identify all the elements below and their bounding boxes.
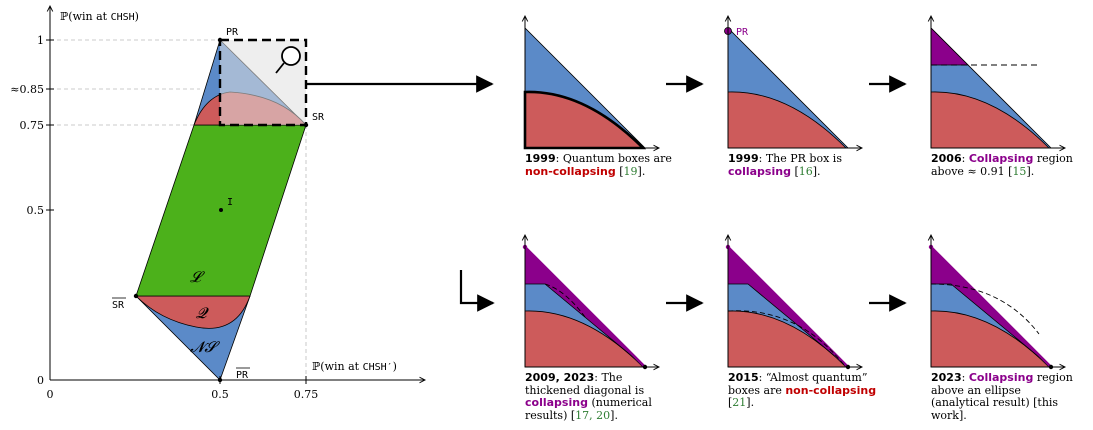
quantum-region [524,310,644,368]
quantum-region [727,310,847,368]
nonsignaling-region-label: 𝓝𝓢 [190,338,220,356]
almost-quantum-boundary [727,310,845,366]
numerical-boundary [544,283,586,318]
quantum-region [930,310,1050,368]
zoom-box [218,38,308,127]
axis-ticks [46,39,307,384]
panel-caption-3: 2006: Collapsing region above ≈ 0.91 [15… [931,152,1073,178]
guide-lines [50,39,307,380]
box-points [133,37,309,383]
panel-caption-5: 2015: “Almost quantum” boxes are non-col… [728,371,877,409]
collapsing-region [930,27,969,66]
magnifier-icon [275,46,301,74]
y-tick-label: 0 [37,374,44,387]
quantum-boundary-highlight [523,90,647,150]
panel-caption-6: 2023: Collapsing region above an ellipse… [931,371,1073,422]
thickened-diagonal [930,246,1052,368]
y-axis-label: ℙ(win at CHSH) [60,10,139,23]
pr-point-label: PR [736,27,749,38]
thickened-diagonal [524,246,646,368]
x-tick-label: 0 [47,388,54,401]
thickened-diagonal [727,246,849,368]
quantum-region [930,91,1050,149]
panels: PR [523,16,1065,369]
x-tick-label: 0.5 [211,388,229,401]
panel-caption-1: 1999: Quantum boxes are non-collapsing [… [525,152,672,178]
panel-1 [525,16,659,148]
panel-6 [929,235,1065,369]
panel-5 [726,235,862,369]
panel-3 [931,16,1065,148]
quantum-region-lower [135,295,251,329]
y-tick-label: 0.5 [27,204,45,217]
y-tick-label: 0.75 [20,119,45,132]
y-tick-label: ≈0.85 [10,83,44,96]
quantum-region-label: 𝓠 [196,304,209,322]
transition-arrows [459,75,907,312]
panel-caption-4: 2009, 2023: The thickened diagonal is co… [525,371,652,422]
panel-4 [523,235,659,369]
x-axis-label: ℙ(win at CHSH′) [312,360,397,373]
y-tick-label: 1 [37,34,44,47]
sr-bar-label: SR [112,300,125,311]
pr-label: PR [226,27,239,38]
i-label: I [227,197,233,208]
panel-2: PR [724,16,863,149]
quantum-region [727,91,847,149]
x-tick-label: 0.75 [294,388,319,401]
panel-caption-2: 1999: The PR box is collapsing [16]. [728,152,842,178]
sr-label: SR [312,112,325,123]
pr-bar-label: PR [236,370,249,381]
main-diagram: ℙ(win at CHSH) ℙ(win at CHSH′) 1 ≈0.85 0… [10,6,494,401]
